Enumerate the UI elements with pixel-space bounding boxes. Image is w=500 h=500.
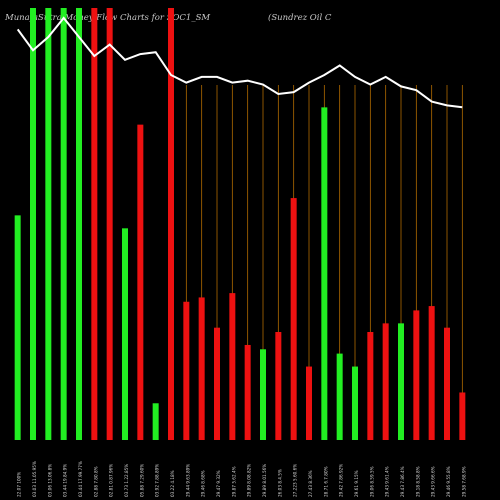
x-tick-label: 29.87 5.62.4%: [231, 466, 236, 497]
x-tick-label: 02.81 0.87.96%: [109, 464, 114, 497]
flow-bar: [91, 8, 98, 440]
flow-bar: [45, 8, 52, 440]
flow-bar: [444, 327, 450, 440]
x-tick-label: 03.44 19.84.9%: [63, 464, 68, 497]
flow-bar: [352, 366, 358, 440]
flow-bar: [168, 8, 174, 440]
flow-bar: [60, 8, 67, 440]
chart-subtitle: (Sundrez Oil C: [268, 13, 332, 23]
flow-bar: [214, 327, 220, 440]
flow-bar: [198, 297, 205, 440]
x-tick-label: 29.42 7.86.92%: [339, 464, 344, 497]
x-tick-label: 29.44 9.63.89%: [185, 464, 190, 497]
x-tick-label: 05.88 7.29.60%: [139, 464, 144, 497]
x-tick-label: 03.44 17.99.77%: [78, 461, 83, 497]
x-tick-label: 29.43 9.61.4%: [385, 466, 390, 497]
flow-bar: [106, 8, 113, 440]
flow-bar: [152, 403, 159, 440]
x-tick-label: 29.06 8.59.5%: [369, 466, 374, 497]
money-flow-line: [16, 16, 463, 109]
x-tick-label: 03.03 11.05.95%: [32, 461, 37, 497]
x-tick-label: 29.46 8.68%: [201, 470, 206, 497]
x-tick-label: 29.47 9.32%: [216, 470, 221, 497]
x-tick-label: 27.223 5.60.6%: [293, 464, 298, 497]
flow-bar: [428, 306, 435, 440]
flow-bar: [14, 215, 21, 440]
flow-bar: [30, 8, 36, 440]
flow-bar: [229, 293, 236, 440]
flow-bar: [122, 228, 128, 440]
x-tick-label: 29.89 8.08.82%: [247, 464, 252, 497]
x-tick-label: 29.89 8.01.56%: [262, 464, 267, 497]
x-tick-label: 29.43 7.86.4%: [400, 466, 405, 497]
flow-bar: [137, 124, 144, 440]
x-tick-label: 27.43 8.36%: [308, 470, 313, 497]
x-tick-label: 29.46 9.55.8%: [446, 466, 451, 497]
flow-bar: [76, 8, 82, 440]
x-tick-label: 29.18 8.58.8%: [415, 466, 420, 497]
x-tick-label: 03.73 1.22.85%: [124, 464, 129, 497]
x-tick-label: 02.88 7.80.8%: [93, 466, 98, 497]
flow-bar: [367, 332, 374, 440]
flow-bar: [306, 366, 312, 440]
flow-bar: [382, 323, 389, 440]
x-tick-label: 29.58 7.68.9%: [461, 466, 466, 497]
flow-bar: [321, 107, 328, 441]
x-tick-label: 22.07 100%: [17, 472, 22, 497]
flow-bar: [336, 353, 343, 440]
flow-bar: [260, 349, 266, 440]
flow-bar: [244, 344, 251, 440]
flow-bar: [413, 310, 420, 440]
flow-bar: [275, 332, 282, 440]
x-tick-label: 29.61 9.15%: [354, 470, 359, 497]
x-tick-label: 03.06 13.06.8%: [47, 464, 52, 497]
x-tick-label: 26.03 8.4.5%: [277, 469, 282, 497]
x-tick-label: 29.43 9.66.6%: [431, 466, 436, 497]
x-tick-label: 03.92 7.88.89%: [155, 464, 160, 497]
flow-bar: [459, 392, 466, 440]
flow-bar: [183, 301, 190, 440]
flow-bar: [290, 198, 297, 440]
x-tick-label: 03.22 4.18%: [170, 470, 175, 497]
flow-bar: [398, 323, 404, 440]
x-tick-label: 28.71 6.7.80%: [323, 466, 328, 497]
